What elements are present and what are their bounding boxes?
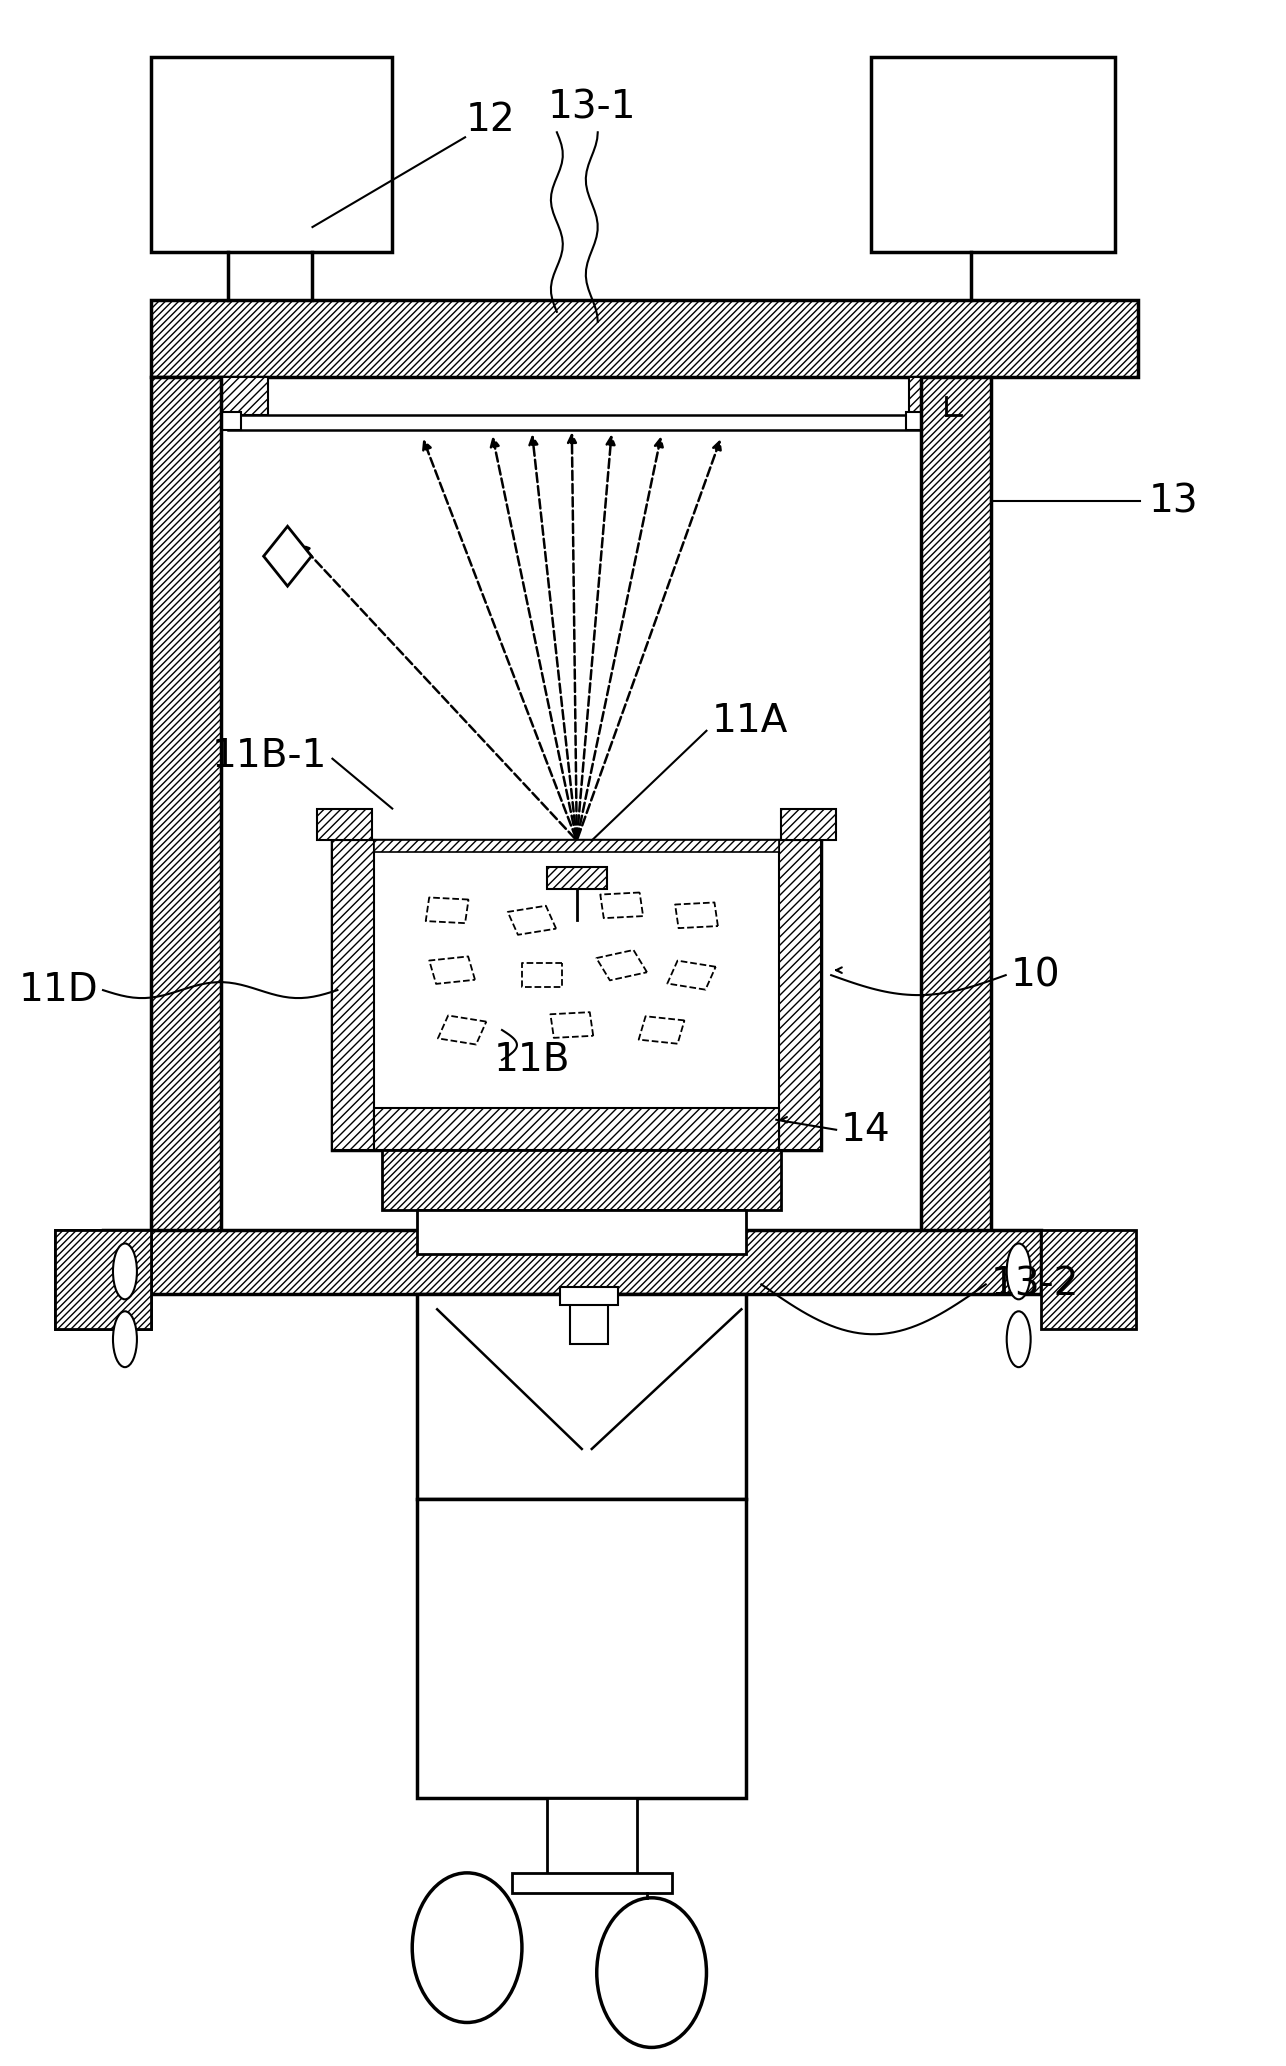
Bar xyxy=(909,376,961,415)
Bar xyxy=(417,1209,746,1254)
Bar xyxy=(905,411,931,430)
Bar xyxy=(782,808,836,841)
Bar xyxy=(512,1874,671,1892)
Bar xyxy=(547,1797,637,1878)
Ellipse shape xyxy=(1007,1244,1030,1300)
Bar xyxy=(559,1287,617,1306)
Ellipse shape xyxy=(597,1899,706,2047)
Bar xyxy=(150,300,1138,376)
Bar xyxy=(871,58,1115,252)
Text: 13-2: 13-2 xyxy=(990,1264,1079,1304)
Bar xyxy=(55,1229,150,1328)
Bar xyxy=(332,841,822,1149)
Bar xyxy=(417,1498,746,1797)
Text: 11A: 11A xyxy=(711,702,788,740)
Bar xyxy=(228,415,921,430)
Bar xyxy=(374,841,779,853)
Bar xyxy=(150,376,221,1260)
Text: 11D: 11D xyxy=(18,971,98,1008)
Bar xyxy=(332,841,374,1149)
Polygon shape xyxy=(264,527,311,587)
Text: 13: 13 xyxy=(1148,481,1199,521)
Ellipse shape xyxy=(113,1312,136,1368)
Bar xyxy=(318,808,373,841)
Text: 13-1: 13-1 xyxy=(548,89,637,126)
Text: 12: 12 xyxy=(466,101,514,138)
Bar xyxy=(417,1293,746,1498)
Text: 11B-1: 11B-1 xyxy=(212,738,328,775)
Bar xyxy=(216,411,240,430)
Text: 10: 10 xyxy=(1011,957,1061,994)
Bar xyxy=(374,1107,779,1149)
Bar xyxy=(216,376,267,415)
Bar xyxy=(779,841,822,1149)
Bar xyxy=(921,376,990,1260)
Text: 14: 14 xyxy=(841,1112,891,1149)
Bar xyxy=(547,868,607,888)
Bar xyxy=(55,1229,150,1328)
Bar xyxy=(1040,1229,1137,1328)
Bar xyxy=(382,1149,782,1209)
Ellipse shape xyxy=(413,1874,522,2023)
Ellipse shape xyxy=(1007,1312,1030,1368)
Text: 11B: 11B xyxy=(494,1041,570,1078)
Bar xyxy=(103,1229,1040,1293)
Bar xyxy=(150,58,392,252)
Ellipse shape xyxy=(113,1244,136,1300)
Bar xyxy=(570,1293,608,1345)
